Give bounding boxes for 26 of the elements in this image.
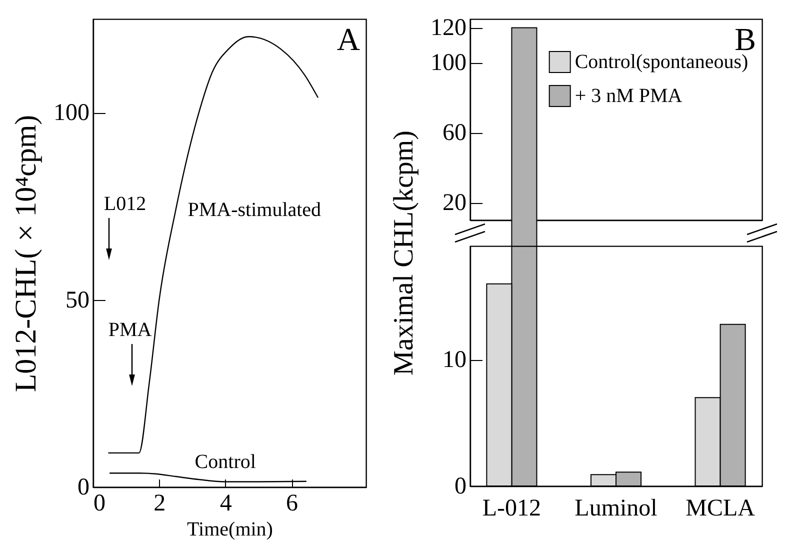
y-tick-label: 20	[442, 190, 466, 216]
legend-label: + 3 nM PMA	[574, 85, 683, 107]
y-tick-label: 120	[430, 15, 466, 42]
annotation: L012	[104, 193, 146, 215]
y-axis-title: Maximal CHL(kcpm)	[388, 130, 420, 376]
x-tick-label: 2	[154, 490, 166, 516]
x-tick-label: 4	[220, 490, 232, 516]
chart-title: A	[336, 21, 360, 57]
y-tick-label: 0	[78, 474, 90, 500]
y-tick-label: 50	[66, 287, 90, 314]
x-tick-label: 6	[286, 490, 298, 516]
x-tick-label: L-012	[482, 496, 542, 522]
x-tick-label: 0	[94, 490, 106, 516]
annotation: PMA	[108, 319, 152, 341]
y-tick-label: 100	[430, 50, 466, 76]
x-axis-title: Time(min)	[187, 518, 273, 540]
series-label: Control	[194, 450, 256, 473]
x-tick-label: Luminol	[574, 496, 658, 522]
series-label: PMA-stimulated	[188, 198, 322, 221]
legend-label: Control(spontaneous)	[574, 51, 748, 73]
y-axis-title: L012-CHL( × 10⁴cpm)	[10, 114, 42, 392]
y-tick-label: 100	[54, 100, 90, 126]
x-tick-label: MCLA	[686, 496, 756, 522]
y-tick-label: 60	[442, 120, 466, 146]
y-tick-label: 10	[442, 347, 466, 374]
y-tick-label: 0	[454, 474, 466, 500]
